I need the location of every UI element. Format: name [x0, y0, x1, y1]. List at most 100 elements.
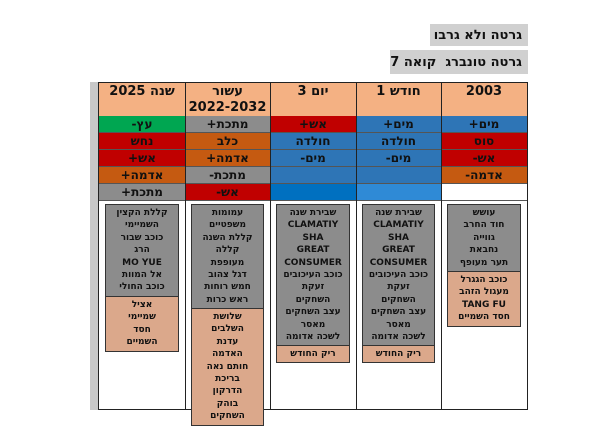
gray-list: שבירת שנה CLAMATIY SHA GREAT CONSUMER כוכב הע…: [362, 204, 435, 347]
peach-list: ריק החודש: [276, 345, 350, 364]
element-cell: מים+: [356, 116, 441, 133]
list-line: עצב השחקים: [370, 307, 427, 318]
element-cell: עץ-: [99, 116, 185, 133]
list-line: השחקים: [210, 411, 245, 422]
element-cell: מים-: [270, 150, 356, 167]
column-header: יום 3: [270, 83, 356, 116]
list-line: אציל: [131, 300, 153, 310]
list-line: SHA: [388, 232, 409, 243]
header-line: שנה 2025: [109, 84, 175, 99]
header-line: 2003: [465, 84, 503, 99]
list-line: חמש רוחות: [204, 282, 251, 293]
header-line: יום 3: [297, 84, 329, 99]
list-line: מאסר: [300, 319, 326, 330]
list-line: כוכב העיכובים: [283, 270, 343, 281]
element-cell: [270, 184, 356, 201]
list-line: זעקת: [387, 282, 410, 293]
gray-list: קללת הקצין השמיימי כוכב שבור הרג MO YUE אל המ…: [105, 204, 179, 297]
list-line: השחקים: [295, 294, 331, 305]
list-line: ריק החודש: [375, 349, 422, 359]
peach-list: שלושת השלבים עדנת האדמה חותם נאה בריכת הדרקון ב…: [191, 308, 264, 426]
element-cell: מים+: [441, 116, 527, 133]
element-cell: אדמה-: [441, 167, 527, 184]
header-line: חודש 1: [376, 84, 421, 99]
list-line: שמיימי: [128, 312, 156, 323]
element-cell: [356, 167, 441, 184]
peach-list: אציל שמיימי חסד השמיים: [105, 296, 179, 352]
peach-list: ריק החודש: [362, 345, 435, 364]
list-line: לשכה אדומה: [285, 332, 341, 343]
list-line: זעקת: [301, 282, 325, 293]
list-line: כוכב העיכובים: [368, 270, 429, 281]
element-cell: אדמה+: [185, 150, 270, 167]
list-line: קללת הקצין: [116, 208, 168, 218]
list-line: נחבאת: [469, 245, 499, 256]
element-cell: אש-: [185, 184, 270, 201]
list-line: חותם נאה: [206, 361, 249, 372]
element-cell: אדמה+: [99, 167, 185, 184]
list-line: חסד: [133, 324, 151, 335]
subtitle: גרטה טונברג קואה 7: [390, 50, 528, 74]
list-line: GREAT: [296, 245, 330, 256]
list-line: עדנת: [216, 336, 239, 347]
list-line: בריכת: [215, 374, 240, 385]
element-cell: [441, 184, 527, 201]
list-line: מאסר: [386, 319, 411, 330]
list-line: בוהק: [216, 398, 239, 409]
element-cell: אש+: [99, 150, 185, 167]
list-line: כוכב הגגרל: [460, 275, 508, 285]
peach-list: כוכב הגגרל מעגול הזהב TANG FU חסד השמיים: [447, 271, 521, 327]
list-line: גווייה: [473, 232, 495, 243]
list-line: TANG FU: [462, 299, 506, 310]
element-cell: כלב: [185, 133, 270, 150]
element-cell: מתכת+: [185, 116, 270, 133]
list-line: קללה: [215, 245, 240, 256]
column-header: חודש 1: [356, 83, 441, 116]
list-line: CLAMATIY: [287, 220, 339, 231]
list-line: עצב השחקים: [285, 307, 341, 318]
column-header: עשור 2022-2032: [185, 83, 270, 116]
element-cell: אש-: [441, 150, 527, 167]
list-line: הרג: [134, 245, 150, 256]
list-line: CONSUMER: [284, 257, 342, 268]
element-cell: חולדה: [270, 133, 356, 150]
table: 2003 מים+ סוס אש- אדמה- עושש חוד החרב גווייה נחב…: [98, 82, 528, 426]
list-line: CONSUMER: [369, 257, 428, 268]
list-line: השמיים: [126, 337, 158, 348]
gray-list: שבירת שנה CLAMATIY SHA GREAT CONSUMER כוכב הע…: [276, 204, 350, 347]
list-line: עושש: [472, 208, 496, 218]
gray-list: עמומות משפטיים קללת השנה קללה מעופפת דגל צהוב…: [191, 204, 264, 310]
list-line: GREAT: [382, 245, 415, 256]
list-line: SHA: [302, 232, 324, 243]
element-cell: מתכת-: [185, 167, 270, 184]
list-line: מעופפת: [210, 257, 245, 268]
list-line: ריק החודש: [290, 349, 336, 359]
list-line: מעגול הזהב: [459, 287, 509, 298]
list-line: CLAMATIY: [373, 220, 424, 231]
list-line: שבירת שנה: [375, 208, 422, 218]
element-cell: [356, 184, 441, 201]
side-strip: [90, 82, 98, 410]
list-line: השחקים: [381, 294, 416, 305]
list-line: לשכה אדומה: [371, 332, 426, 343]
column-divider: [185, 83, 186, 409]
list-line: חסד השמיים: [458, 312, 510, 323]
list-line: דגל צהוב: [208, 270, 247, 281]
gray-list: עושש חוד החרב גווייה נחבאת תער מעופף: [447, 204, 521, 273]
list-line: משפטיים: [209, 220, 246, 231]
list-line: אל המוות: [121, 270, 163, 281]
element-cell: מים-: [356, 150, 441, 167]
column-header: 2003: [441, 83, 527, 116]
element-cell: מתכת+: [99, 184, 185, 201]
column-divider: [356, 83, 357, 409]
list-line: שבירת שנה: [289, 208, 337, 218]
column-header: שנה 2025: [99, 83, 185, 116]
list-line: שלושת: [213, 312, 242, 322]
list-line: כוכב שבור: [120, 232, 164, 243]
list-line: הדרקון: [212, 386, 243, 397]
element-cell: סוס: [441, 133, 527, 150]
header-line: עשור: [212, 84, 243, 99]
header-line: 2022-2032: [188, 100, 267, 115]
list-line: האדמה: [212, 349, 243, 360]
